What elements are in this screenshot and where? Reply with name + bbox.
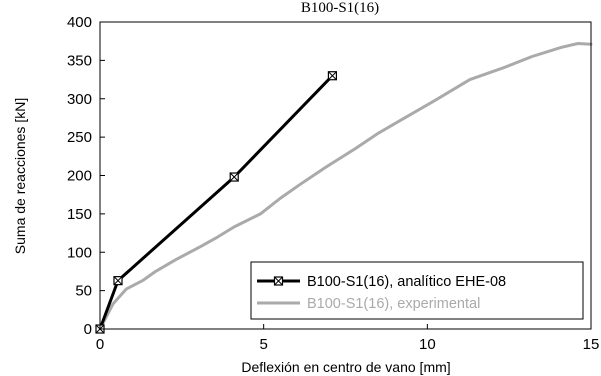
y-tick-label-4: 200 [67,168,92,185]
legend-label-analytic: B100-S1(16), analítico EHE-08 [307,274,506,290]
legend-box [250,261,584,320]
series-0-point-3 [327,71,338,81]
y-tick-label-8: 400 [67,14,92,31]
x-axis-label: Deflexión en centro de vano [mm] [241,359,450,375]
series-0-point-2 [229,172,239,182]
x-tick-label-2: 10 [419,336,436,353]
legend-label-experimental: B100-S1(16), experimental [307,296,480,312]
y-axis-label: Suma de reacciones [kN] [12,98,28,254]
y-tick-label-7: 350 [67,52,92,69]
series-line-1 [98,42,593,331]
y-tick-label-2: 100 [67,244,92,261]
y-tick-label-6: 300 [67,91,92,108]
y-tick-label-5: 250 [67,129,92,146]
series-0-point-1 [113,276,123,286]
series-line-0 [98,74,334,331]
legend-marker-analytic [273,276,284,286]
chart-title: B100-S1(16) [301,0,379,16]
legend: B100-S1(16), analítico EHE-08 B100-S1(16… [250,261,584,320]
x-tick-label-3: 15 [583,336,600,353]
y-tick-label-0: 0 [84,321,92,338]
x-tick-label-1: 5 [259,336,267,353]
x-tick-label-0: 0 [96,336,104,353]
y-tick-label-3: 150 [67,206,92,223]
y-tick-label-1: 50 [75,283,92,300]
